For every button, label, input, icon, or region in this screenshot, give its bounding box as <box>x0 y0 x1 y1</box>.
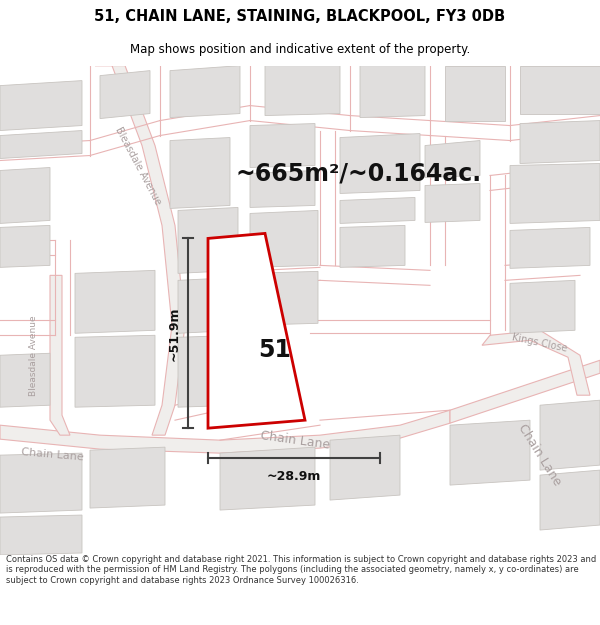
Polygon shape <box>178 208 238 273</box>
Polygon shape <box>178 278 238 333</box>
Polygon shape <box>510 281 575 333</box>
Polygon shape <box>250 171 315 208</box>
Text: Chain Lane: Chain Lane <box>516 422 564 488</box>
Text: Map shows position and indicative extent of the property.: Map shows position and indicative extent… <box>130 42 470 56</box>
Text: Bleasdale Avenue: Bleasdale Avenue <box>113 125 163 206</box>
Polygon shape <box>540 400 600 470</box>
Polygon shape <box>0 226 50 268</box>
Polygon shape <box>340 134 420 194</box>
Text: 51, CHAIN LANE, STAINING, BLACKPOOL, FY3 0DB: 51, CHAIN LANE, STAINING, BLACKPOOL, FY3… <box>94 9 506 24</box>
Polygon shape <box>510 228 590 268</box>
Polygon shape <box>100 71 150 119</box>
Polygon shape <box>95 66 185 435</box>
Polygon shape <box>0 81 82 131</box>
Polygon shape <box>360 66 425 118</box>
Polygon shape <box>330 435 400 500</box>
Polygon shape <box>170 138 230 209</box>
Text: Kings Close: Kings Close <box>511 332 569 354</box>
Polygon shape <box>482 330 590 395</box>
Text: Bleasdale Avenue: Bleasdale Avenue <box>29 315 37 396</box>
Polygon shape <box>510 164 600 223</box>
Text: ~51.9m: ~51.9m <box>167 306 181 361</box>
Polygon shape <box>425 184 480 222</box>
Polygon shape <box>208 233 305 428</box>
Polygon shape <box>340 226 405 268</box>
Polygon shape <box>520 66 600 114</box>
Polygon shape <box>0 168 50 223</box>
Polygon shape <box>220 447 315 510</box>
Polygon shape <box>0 453 82 513</box>
Polygon shape <box>0 515 82 555</box>
Polygon shape <box>250 124 315 168</box>
Polygon shape <box>450 420 530 485</box>
Text: ~28.9m: ~28.9m <box>267 469 321 482</box>
Polygon shape <box>170 66 240 118</box>
Text: 51: 51 <box>259 338 292 362</box>
Polygon shape <box>450 360 600 423</box>
Polygon shape <box>0 410 450 453</box>
Polygon shape <box>445 66 505 121</box>
Polygon shape <box>540 470 600 530</box>
Text: Chain Lane: Chain Lane <box>20 448 83 463</box>
Polygon shape <box>250 211 318 268</box>
Polygon shape <box>75 335 155 408</box>
Polygon shape <box>340 198 415 223</box>
Polygon shape <box>90 447 165 508</box>
Text: ~665m²/~0.164ac.: ~665m²/~0.164ac. <box>235 161 481 186</box>
Polygon shape <box>265 66 340 116</box>
Text: Chain Lane: Chain Lane <box>259 429 331 451</box>
Text: Contains OS data © Crown copyright and database right 2021. This information is : Contains OS data © Crown copyright and d… <box>6 555 596 585</box>
Polygon shape <box>75 271 155 333</box>
Polygon shape <box>250 271 318 325</box>
Polygon shape <box>0 353 50 408</box>
Polygon shape <box>178 335 238 408</box>
Polygon shape <box>50 276 70 435</box>
Polygon shape <box>425 141 480 177</box>
Polygon shape <box>0 131 82 159</box>
Polygon shape <box>520 121 600 164</box>
